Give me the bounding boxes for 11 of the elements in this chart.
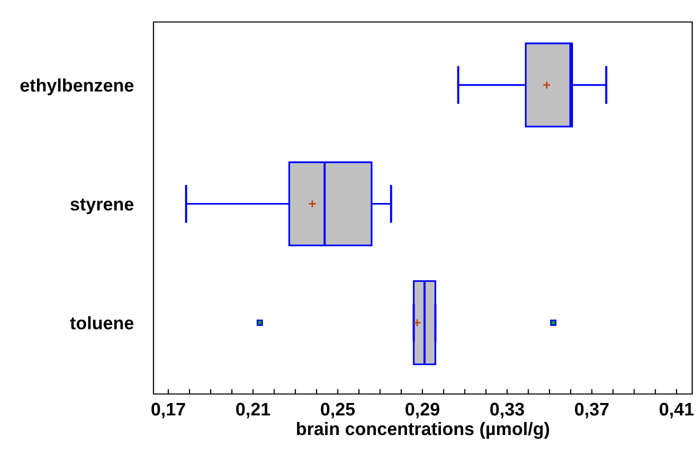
x-tick-label: 0,25 xyxy=(320,402,355,418)
x-axis-title: brain concentrations (µmol/g) xyxy=(296,422,550,439)
x-tick-label: 0,41 xyxy=(660,402,694,418)
y-tick-label: ethylbenzene xyxy=(20,78,134,96)
y-tick-label: styrene xyxy=(70,198,134,214)
y-tick-label: toluene xyxy=(70,316,134,330)
x-tick-label: 0,29 xyxy=(406,402,440,418)
x-tick-label: 0,17 xyxy=(151,402,186,418)
x-tick-label: 0,21 xyxy=(236,402,270,418)
x-tick-label: 0,37 xyxy=(574,402,609,418)
x-tick-label: 0,33 xyxy=(490,402,524,418)
